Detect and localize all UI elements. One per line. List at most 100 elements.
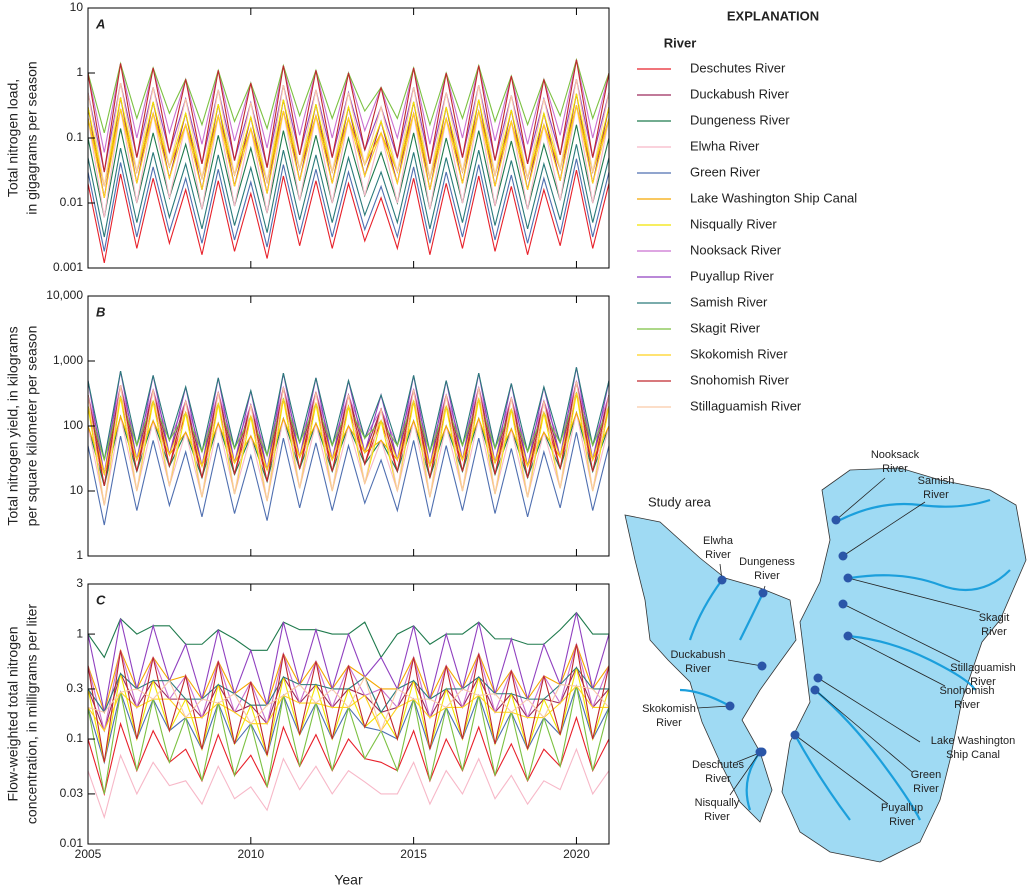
y-tick-label: 1,000	[53, 353, 83, 367]
leader-line	[727, 659, 763, 667]
series-line	[87, 59, 610, 173]
leader-line	[729, 751, 761, 796]
map-label: River	[970, 676, 996, 688]
series-line	[87, 675, 610, 733]
map-label: River	[705, 773, 731, 785]
legend-label: Nooksack River	[690, 242, 782, 257]
legend-label: Deschutes River	[690, 60, 786, 75]
y-tick-label: 0.001	[53, 260, 83, 274]
y-tick-label: 0.1	[66, 731, 83, 745]
legend-title: EXPLANATION	[727, 8, 819, 23]
series-line	[87, 170, 610, 263]
y-tick-label: 1	[76, 626, 83, 640]
x-tick-label: 2005	[75, 847, 102, 861]
map-label: Skokomish	[642, 703, 696, 715]
series-line	[87, 144, 610, 238]
series-line	[87, 715, 610, 797]
leader-line	[847, 635, 946, 687]
legend-label: Skagit River	[690, 320, 761, 335]
panel-label: B	[96, 304, 105, 319]
x-axis-label: Year	[334, 872, 363, 888]
site-marker	[758, 588, 768, 598]
y-tick-label: 10,000	[46, 288, 83, 302]
map-label: River	[685, 663, 711, 675]
legend-label: Duckabush River	[690, 86, 790, 101]
series-line	[87, 747, 610, 820]
y-tick-label: 10	[70, 483, 84, 497]
map-label: River	[754, 570, 780, 582]
site-marker	[717, 575, 727, 585]
legend-label: Puyallup River	[690, 268, 774, 283]
map-label: Skagit	[979, 612, 1010, 624]
site-marker	[755, 747, 765, 757]
y-tick-label: 1	[76, 65, 83, 79]
site-marker	[810, 685, 820, 695]
series-line	[87, 381, 610, 506]
leader-line	[814, 689, 913, 773]
legend-label: Green River	[690, 164, 761, 179]
y-axis-label: per square kilometer per season	[24, 326, 40, 527]
y-tick-label: 3	[76, 576, 83, 590]
river-path	[849, 569, 1011, 592]
panel: 0.01 0.03 0.1 0.3 1 3 2005 2010 2015 2020 Year C Flo…	[5, 576, 610, 888]
map-label: Lake Washington	[931, 735, 1016, 747]
panel: 0.001 0.01 0.1 1 10 A Total nitrogen load, in g…	[5, 0, 610, 274]
river-path	[814, 689, 921, 821]
map-label: Dungeness	[739, 556, 795, 568]
map-label: River	[882, 463, 908, 475]
river-path	[739, 592, 764, 641]
river-path	[679, 688, 731, 707]
series-line	[87, 158, 610, 252]
series-line	[87, 93, 610, 187]
site-marker	[838, 551, 848, 561]
legend-label: Lake Washington Ship Canal	[690, 190, 857, 205]
leader-line	[842, 501, 926, 557]
river-path	[688, 579, 723, 641]
panel-label: C	[96, 592, 106, 607]
panel-label: A	[95, 16, 105, 31]
map-label: Ship Canal	[946, 749, 1000, 761]
map-label: River	[705, 549, 731, 561]
series-line	[87, 666, 609, 714]
y-tick-label: 0.3	[66, 681, 83, 695]
site-marker	[813, 673, 823, 683]
leader-line	[835, 477, 886, 521]
river-path	[847, 634, 976, 691]
site-marker	[790, 730, 800, 740]
legend-label: Samish River	[690, 294, 768, 309]
y-axis-label: Total nitrogen load,	[5, 79, 21, 197]
map-label: River	[889, 816, 915, 828]
series-line	[87, 79, 610, 187]
leader-line	[842, 603, 961, 663]
legend-label: Dungeness River	[690, 112, 790, 127]
map-annotations: Study area Nooksack River Samish River Elwha R…	[642, 449, 1016, 828]
map-label: Snohomish	[939, 685, 994, 697]
series-line	[87, 612, 610, 713]
series-line	[87, 367, 610, 461]
legend: EXPLANATION River Deschutes River Duckabush…	[637, 8, 857, 413]
x-tick-label: 2015	[400, 847, 427, 861]
legend-label: Skokomish River	[690, 346, 788, 361]
site-marker	[843, 573, 853, 583]
y-tick-label: 0.01	[60, 195, 84, 209]
map-label: River	[954, 699, 980, 711]
site-marker	[757, 661, 767, 671]
map-label: Nisqually	[695, 797, 740, 809]
map-label: Samish	[918, 475, 955, 487]
y-axis-label: concentration, in milligrams per liter	[24, 604, 40, 825]
y-tick-label: 0.03	[60, 786, 84, 800]
legend-label: Nisqually River	[690, 216, 777, 231]
leader-line	[847, 577, 981, 613]
map-label: Nooksack	[871, 449, 920, 461]
y-tick-label: 0.1	[66, 130, 83, 144]
map-label: Elwha	[703, 535, 734, 547]
map-label: River	[656, 717, 682, 729]
river-path	[794, 734, 851, 821]
y-axis-label: in gigagrams per season	[24, 61, 40, 214]
map-label: River	[981, 626, 1007, 638]
plot-frame	[87, 583, 610, 845]
leader-line	[794, 734, 889, 805]
y-tick-label: 10	[70, 0, 84, 14]
map-label: River	[913, 783, 939, 795]
